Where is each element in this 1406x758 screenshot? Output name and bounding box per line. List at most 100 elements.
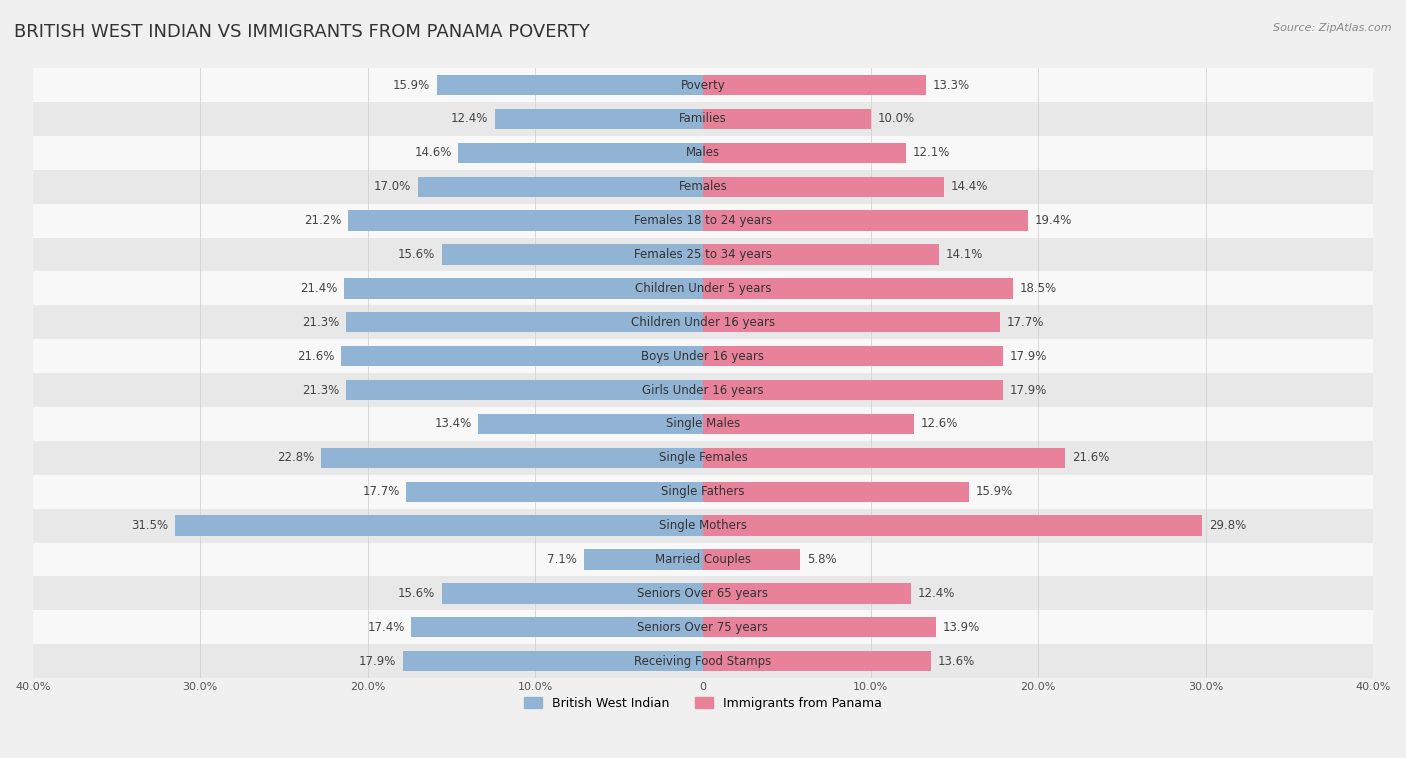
Text: Children Under 16 years: Children Under 16 years [631, 316, 775, 329]
Text: 15.6%: 15.6% [398, 248, 434, 261]
Bar [32, 509, 1374, 543]
Bar [583, 550, 703, 569]
Bar [412, 617, 703, 637]
Bar [441, 244, 703, 265]
Text: Receiving Food Stamps: Receiving Food Stamps [634, 655, 772, 668]
Bar [703, 346, 1002, 366]
Text: Single Females: Single Females [658, 451, 748, 465]
Bar [478, 414, 703, 434]
Text: 14.1%: 14.1% [946, 248, 983, 261]
Text: 15.9%: 15.9% [392, 79, 430, 92]
Bar [32, 644, 1374, 678]
Bar [703, 651, 931, 672]
Bar [32, 475, 1374, 509]
Bar [703, 414, 914, 434]
Bar [344, 278, 703, 299]
Bar [703, 177, 945, 197]
Text: 13.4%: 13.4% [434, 418, 472, 431]
Text: 14.6%: 14.6% [415, 146, 451, 159]
Text: 21.3%: 21.3% [302, 316, 339, 329]
Text: Poverty: Poverty [681, 79, 725, 92]
Bar [32, 305, 1374, 339]
Text: Girls Under 16 years: Girls Under 16 years [643, 384, 763, 396]
Text: 15.9%: 15.9% [976, 485, 1014, 498]
Bar [32, 543, 1374, 576]
Bar [347, 211, 703, 230]
Text: 13.9%: 13.9% [942, 621, 980, 634]
Text: Single Mothers: Single Mothers [659, 519, 747, 532]
Text: 17.7%: 17.7% [363, 485, 399, 498]
Bar [436, 75, 703, 96]
Bar [404, 651, 703, 672]
Bar [32, 610, 1374, 644]
Bar [342, 346, 703, 366]
Text: Females 25 to 34 years: Females 25 to 34 years [634, 248, 772, 261]
Text: Single Males: Single Males [666, 418, 740, 431]
Bar [703, 617, 936, 637]
Text: 22.8%: 22.8% [277, 451, 314, 465]
Text: Seniors Over 65 years: Seniors Over 65 years [637, 587, 769, 600]
Text: BRITISH WEST INDIAN VS IMMIGRANTS FROM PANAMA POVERTY: BRITISH WEST INDIAN VS IMMIGRANTS FROM P… [14, 23, 591, 41]
Bar [703, 244, 939, 265]
Bar [418, 177, 703, 197]
Bar [703, 75, 927, 96]
Text: Females 18 to 24 years: Females 18 to 24 years [634, 214, 772, 227]
Bar [32, 204, 1374, 237]
Bar [32, 170, 1374, 204]
Legend: British West Indian, Immigrants from Panama: British West Indian, Immigrants from Pan… [519, 691, 887, 715]
Text: 12.4%: 12.4% [918, 587, 955, 600]
Bar [703, 312, 1000, 333]
Bar [495, 108, 703, 129]
Text: 13.6%: 13.6% [938, 655, 974, 668]
Bar [458, 143, 703, 163]
Text: 17.9%: 17.9% [1010, 384, 1047, 396]
Bar [32, 373, 1374, 407]
Bar [32, 136, 1374, 170]
Text: 14.4%: 14.4% [950, 180, 988, 193]
Bar [321, 448, 703, 468]
Bar [176, 515, 703, 536]
Bar [703, 108, 870, 129]
Bar [32, 237, 1374, 271]
Text: 21.3%: 21.3% [302, 384, 339, 396]
Text: Families: Families [679, 112, 727, 125]
Bar [32, 576, 1374, 610]
Text: Females: Females [679, 180, 727, 193]
Bar [32, 339, 1374, 373]
Bar [32, 68, 1374, 102]
Text: Seniors Over 75 years: Seniors Over 75 years [637, 621, 769, 634]
Text: 17.9%: 17.9% [359, 655, 396, 668]
Text: 17.0%: 17.0% [374, 180, 412, 193]
Bar [703, 550, 800, 569]
Text: 15.6%: 15.6% [398, 587, 434, 600]
Bar [32, 271, 1374, 305]
Bar [703, 448, 1064, 468]
Text: Married Couples: Married Couples [655, 553, 751, 566]
Text: 21.6%: 21.6% [297, 349, 335, 362]
Bar [406, 481, 703, 502]
Text: 17.9%: 17.9% [1010, 349, 1047, 362]
Bar [703, 211, 1028, 230]
Text: Children Under 5 years: Children Under 5 years [634, 282, 772, 295]
Text: Boys Under 16 years: Boys Under 16 years [641, 349, 765, 362]
Text: 21.4%: 21.4% [301, 282, 337, 295]
Text: 10.0%: 10.0% [877, 112, 914, 125]
Text: 31.5%: 31.5% [131, 519, 169, 532]
Bar [703, 481, 970, 502]
Text: 17.7%: 17.7% [1007, 316, 1043, 329]
Text: Males: Males [686, 146, 720, 159]
Text: 21.2%: 21.2% [304, 214, 342, 227]
Text: 12.6%: 12.6% [921, 418, 959, 431]
Text: 7.1%: 7.1% [547, 553, 578, 566]
Text: 18.5%: 18.5% [1019, 282, 1057, 295]
Text: Source: ZipAtlas.com: Source: ZipAtlas.com [1274, 23, 1392, 33]
Text: 19.4%: 19.4% [1035, 214, 1073, 227]
Bar [441, 583, 703, 603]
Text: 12.4%: 12.4% [451, 112, 488, 125]
Text: Single Fathers: Single Fathers [661, 485, 745, 498]
Bar [32, 407, 1374, 441]
Bar [703, 143, 905, 163]
Bar [703, 583, 911, 603]
Text: 29.8%: 29.8% [1209, 519, 1246, 532]
Text: 17.4%: 17.4% [367, 621, 405, 634]
